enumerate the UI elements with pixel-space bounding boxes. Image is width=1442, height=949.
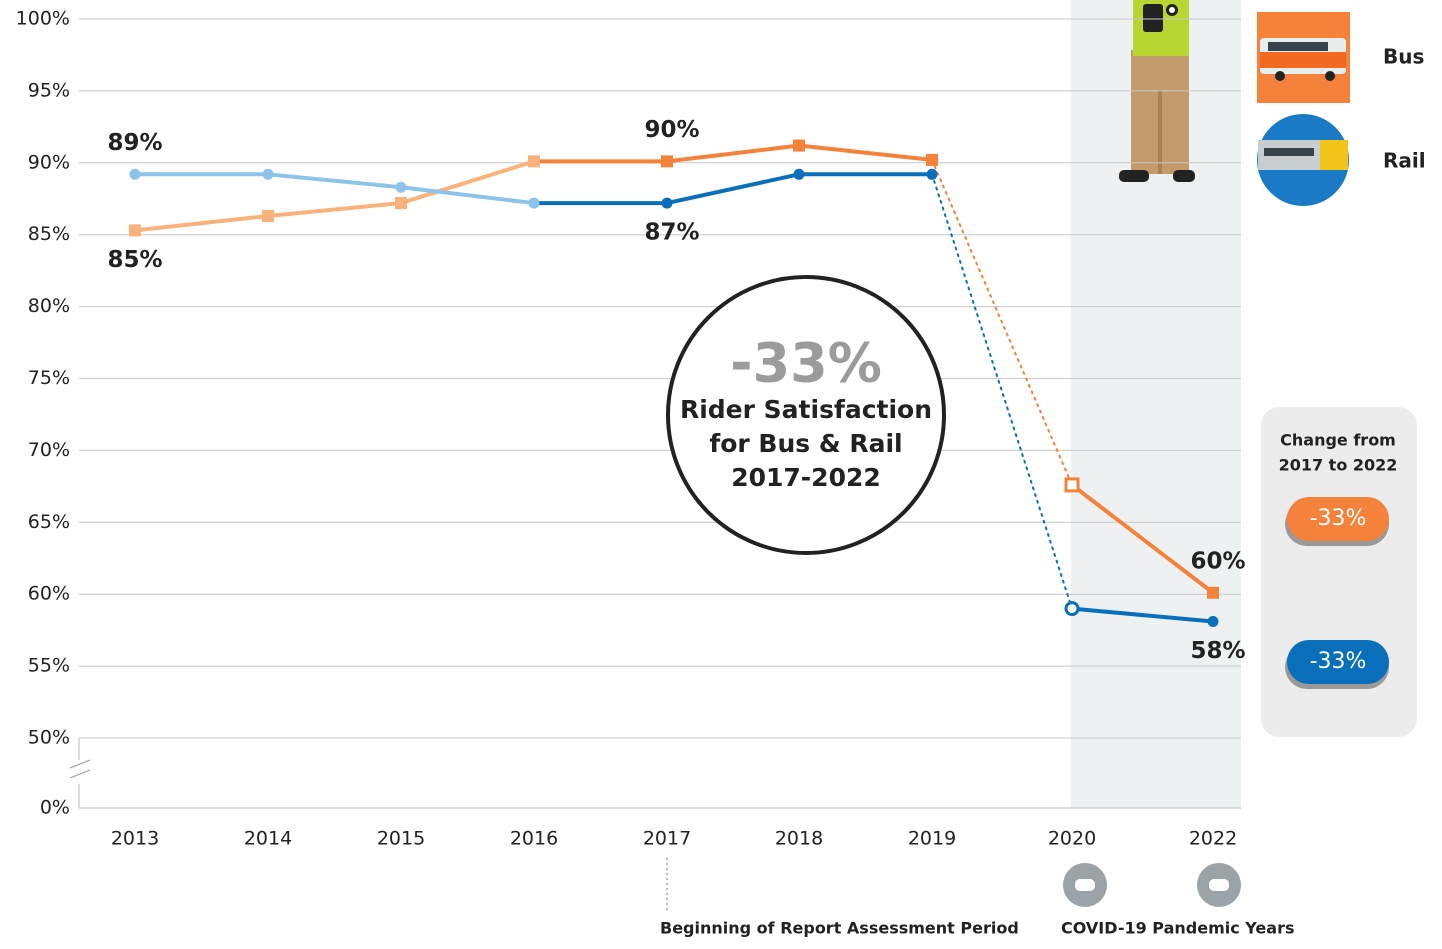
axis-break <box>69 759 91 769</box>
point <box>661 155 673 168</box>
callout-text: 2017-2022 <box>731 463 881 492</box>
x-tick-label: 2016 <box>510 828 558 850</box>
data-label: 60% <box>1190 548 1245 574</box>
data-label: 89% <box>107 130 162 156</box>
point <box>262 168 274 180</box>
line-segment <box>1070 606 1215 624</box>
x-tick-label: 2015 <box>377 828 425 850</box>
data-label: 90% <box>644 117 699 143</box>
panel-title: Change from <box>1280 431 1396 450</box>
point <box>129 224 141 237</box>
annotation: COVID-19 Pandemic Years <box>1061 919 1294 938</box>
mask-icon <box>1197 863 1241 907</box>
point <box>129 168 141 180</box>
y-tick-label: 55% <box>28 655 70 677</box>
y-tick-label: 60% <box>28 583 70 605</box>
callout-text: for Bus & Rail <box>709 429 902 458</box>
dotted-connector <box>931 173 1073 610</box>
data-label: 85% <box>107 247 162 273</box>
point <box>1064 477 1080 493</box>
pill <box>1287 497 1389 541</box>
x-tick-label: 2014 <box>244 828 292 850</box>
line-segment <box>797 143 934 162</box>
y-tick-label: 75% <box>28 367 70 389</box>
dotted-connector <box>931 158 1073 486</box>
x-tick-label: 2018 <box>775 828 823 850</box>
axis-break <box>69 769 91 779</box>
rail-icon <box>1257 114 1349 206</box>
y-tick-label: 100% <box>16 8 70 30</box>
x-tick-label: 2017 <box>643 828 691 850</box>
data-label: 87% <box>644 220 699 246</box>
line-segment <box>399 185 536 206</box>
point <box>1207 616 1219 628</box>
y-tick-label: 85% <box>28 223 70 245</box>
person-illustration <box>1119 0 1195 182</box>
line-segment <box>665 172 801 206</box>
annotation: Beginning of Report Assessment Period <box>660 919 1019 938</box>
panel-title: 2017 to 2022 <box>1279 456 1398 475</box>
callout-value: -33% <box>730 332 882 395</box>
point <box>661 197 673 209</box>
point <box>1207 586 1219 599</box>
point <box>262 210 274 223</box>
line-segment <box>399 159 536 206</box>
y-tick-label: 0% <box>40 797 70 819</box>
line-segment <box>266 172 403 190</box>
legend-label: Rail <box>1383 149 1426 173</box>
point <box>793 168 805 180</box>
y-tick-label: 95% <box>28 79 70 101</box>
line-segment <box>665 143 801 164</box>
change-rail: -33% <box>1310 649 1367 674</box>
point <box>528 197 540 209</box>
point <box>395 181 407 193</box>
point <box>926 153 938 166</box>
data-label: 58% <box>1190 638 1245 664</box>
legend-label: Bus <box>1383 45 1424 69</box>
point <box>528 155 540 168</box>
x-tick-label: 2019 <box>908 828 956 850</box>
callout-text: Rider Satisfaction <box>680 395 932 424</box>
y-tick-label: 65% <box>28 511 70 533</box>
point <box>926 168 938 180</box>
y-tick-label: 80% <box>28 295 70 317</box>
mask-icon <box>1063 863 1107 907</box>
bus-icon <box>1257 12 1350 103</box>
line-segment <box>266 201 403 219</box>
x-tick-label: 2020 <box>1048 828 1096 850</box>
point <box>395 197 407 210</box>
x-tick-label: 2022 <box>1189 828 1237 850</box>
line-segment <box>1070 482 1215 595</box>
point <box>1064 601 1080 617</box>
line-segment <box>133 214 270 233</box>
point <box>793 139 805 152</box>
y-tick-label: 90% <box>28 151 70 173</box>
change-bus: -33% <box>1310 506 1367 531</box>
x-tick-label: 2013 <box>111 828 159 850</box>
callout-circle <box>666 275 946 555</box>
pill <box>1287 640 1389 684</box>
y-tick-label: 70% <box>28 439 70 461</box>
y-tick-label: 50% <box>28 727 70 749</box>
